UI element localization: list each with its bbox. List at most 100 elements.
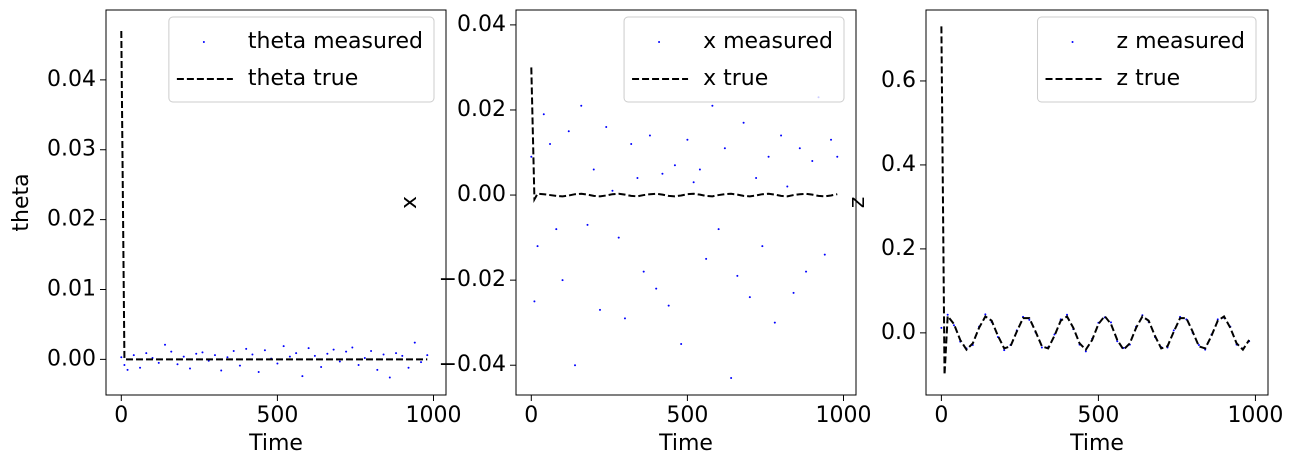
data-point bbox=[736, 274, 739, 277]
data-point bbox=[1116, 340, 1119, 343]
legend: x measured x true bbox=[623, 16, 845, 103]
data-point bbox=[592, 168, 595, 171]
data-point bbox=[345, 350, 348, 353]
data-point bbox=[338, 360, 341, 363]
data-point bbox=[730, 376, 733, 379]
legend: z measured z true bbox=[1037, 16, 1257, 103]
x-tick-label: 1000 bbox=[816, 403, 872, 428]
data-point bbox=[617, 236, 620, 239]
plot-area bbox=[530, 67, 839, 379]
legend-label: z true bbox=[1117, 66, 1181, 91]
data-point bbox=[984, 313, 987, 316]
legend-marker bbox=[1071, 41, 1074, 43]
y-tick-label: 0.00 bbox=[457, 182, 506, 207]
y-tick-label: 0.01 bbox=[47, 276, 96, 301]
data-point bbox=[401, 354, 404, 357]
data-point bbox=[263, 349, 266, 352]
legend-label: theta measured bbox=[248, 29, 423, 54]
data-point bbox=[705, 257, 708, 260]
data-point bbox=[798, 147, 801, 150]
data-point bbox=[630, 143, 633, 146]
line bbox=[120, 30, 428, 361]
data-point bbox=[195, 352, 198, 355]
data-point bbox=[773, 321, 776, 324]
y-axis-label: theta bbox=[9, 173, 34, 231]
data-point bbox=[692, 181, 695, 184]
axes-frame bbox=[515, 9, 857, 396]
x-axis-label: Time bbox=[1069, 431, 1124, 456]
data-point bbox=[213, 354, 216, 357]
data-point bbox=[830, 138, 833, 141]
data-point bbox=[426, 354, 429, 357]
data-point bbox=[188, 367, 191, 370]
data-point bbox=[686, 138, 689, 141]
legend-box bbox=[168, 16, 435, 103]
x-tick-label: 0 bbox=[114, 403, 128, 428]
data-point bbox=[680, 342, 683, 345]
data-point bbox=[605, 125, 608, 128]
legend-label: theta true bbox=[248, 66, 358, 91]
data-point bbox=[332, 348, 335, 351]
data-point bbox=[755, 177, 758, 180]
data-point bbox=[295, 352, 298, 355]
data-point bbox=[748, 296, 751, 299]
x-tick-label: 0 bbox=[934, 403, 948, 428]
data-point bbox=[220, 369, 223, 372]
data-point bbox=[320, 366, 323, 369]
data-point bbox=[761, 245, 764, 248]
y-tick-label: 0.0 bbox=[881, 320, 916, 345]
data-point bbox=[823, 253, 826, 256]
data-point bbox=[780, 134, 783, 137]
x-tick-label: 500 bbox=[1077, 403, 1119, 428]
data-point bbox=[717, 228, 720, 231]
data-point bbox=[170, 350, 173, 353]
data-point bbox=[251, 353, 254, 356]
data-point bbox=[201, 351, 204, 354]
data-point bbox=[126, 368, 129, 371]
data-point bbox=[1053, 333, 1056, 336]
data-point bbox=[1040, 346, 1043, 349]
y-tick-label: 0.04 bbox=[47, 67, 96, 92]
plot-area bbox=[120, 30, 429, 379]
data-point bbox=[586, 223, 589, 226]
data-point bbox=[232, 349, 235, 352]
line bbox=[530, 67, 838, 203]
data-point bbox=[574, 364, 577, 367]
data-point bbox=[1028, 318, 1031, 321]
y-tick-label: 0.00 bbox=[47, 346, 96, 371]
y-tick-label: −0.04 bbox=[439, 352, 506, 377]
plot-area bbox=[940, 26, 1251, 375]
data-point bbox=[1197, 344, 1200, 347]
data-point bbox=[549, 143, 552, 146]
data-point bbox=[655, 287, 658, 290]
data-point bbox=[1084, 350, 1087, 353]
y-axis-label: z bbox=[845, 197, 870, 209]
data-point bbox=[742, 121, 745, 124]
y-tick-label: 0.03 bbox=[47, 137, 96, 162]
data-point bbox=[288, 355, 291, 358]
data-point bbox=[667, 304, 670, 307]
data-point bbox=[382, 353, 385, 356]
legend-box bbox=[623, 16, 845, 103]
data-point bbox=[711, 104, 714, 107]
data-point bbox=[276, 362, 279, 365]
data-point bbox=[533, 300, 536, 303]
data-point bbox=[555, 228, 558, 231]
data-point bbox=[301, 375, 304, 378]
data-point bbox=[623, 317, 626, 320]
data-point bbox=[413, 341, 416, 344]
x-tick-label: 1000 bbox=[406, 403, 462, 428]
data-point bbox=[536, 245, 539, 248]
data-point bbox=[1109, 321, 1112, 324]
y-tick-label: 0.02 bbox=[457, 97, 506, 122]
x-tick-label: 500 bbox=[666, 403, 708, 428]
legend-label: x true bbox=[703, 66, 768, 91]
data-point bbox=[636, 177, 639, 180]
axes-frame bbox=[105, 9, 447, 396]
data-point bbox=[811, 160, 814, 163]
data-point bbox=[836, 155, 839, 158]
legend-label: x measured bbox=[703, 29, 833, 54]
data-point bbox=[661, 172, 664, 175]
data-point bbox=[282, 345, 285, 348]
